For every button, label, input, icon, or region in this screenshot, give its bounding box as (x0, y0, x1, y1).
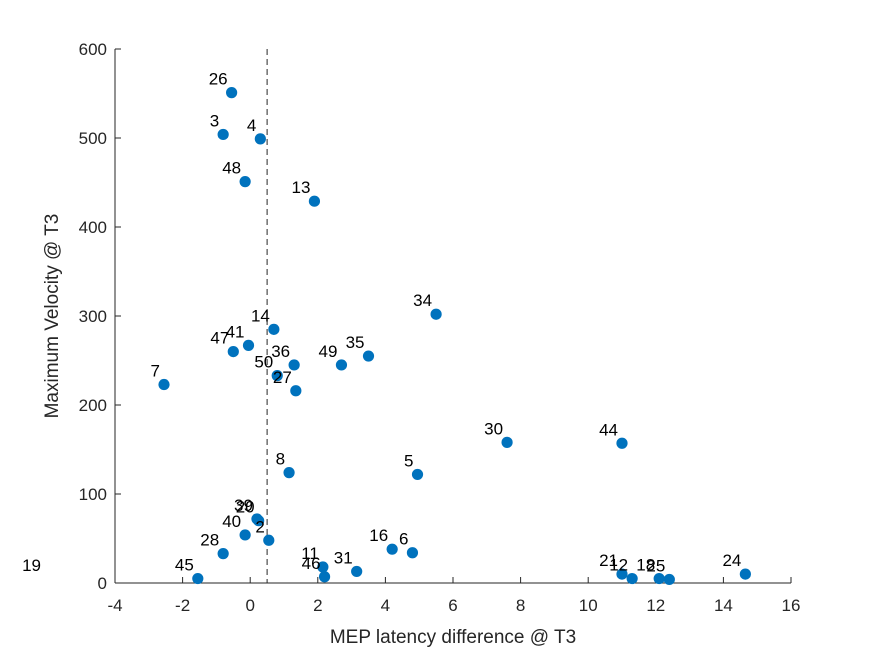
data-point (242, 339, 255, 351)
data-point (192, 572, 204, 585)
data-point (616, 437, 628, 449)
data-point-label: 47 (210, 329, 229, 348)
data-point (351, 565, 363, 578)
x-tick-label: 14 (714, 596, 733, 615)
data-point-label: 8 (276, 450, 285, 469)
data-point (386, 543, 398, 555)
y-axis-label: Maximum Velocity @ T3 (42, 214, 63, 419)
data-point-label: 28 (200, 531, 219, 550)
data-point-label: 30 (484, 419, 503, 438)
data-point (253, 515, 265, 527)
data-point (653, 572, 665, 585)
y-tick-label: 600 (79, 40, 107, 59)
data-point (227, 346, 239, 358)
y-tick-label: 300 (79, 307, 107, 326)
data-point (362, 350, 375, 362)
data-point-label: 31 (334, 548, 353, 567)
data-point (501, 436, 513, 448)
data-point (254, 133, 266, 145)
data-point (271, 370, 283, 382)
data-point (239, 529, 251, 541)
data-point (217, 548, 229, 560)
data-point-label: 11 (301, 544, 319, 563)
data-point-label: 46 (302, 554, 321, 573)
data-point (308, 195, 321, 207)
data-point (239, 176, 251, 188)
data-point-label: 18 (636, 556, 655, 575)
points-group (158, 87, 751, 586)
x-tick-label: 8 (516, 596, 525, 615)
y-tick-label: 500 (79, 129, 107, 148)
y-tick-label: 100 (79, 485, 107, 504)
data-point-label: 4 (247, 116, 256, 135)
x-tick-label: 0 (245, 596, 254, 615)
data-point (226, 87, 238, 99)
x-tick-label: -4 (107, 596, 122, 615)
data-point (217, 128, 229, 141)
data-point (158, 378, 170, 391)
y-tick-label: 400 (79, 218, 107, 237)
data-point-label: 2 (255, 517, 264, 536)
data-point (283, 467, 295, 479)
x-axis-label: MEP latency difference @ T3 (330, 627, 576, 648)
data-point-label: 20 (236, 498, 255, 517)
data-point-label: 49 (319, 342, 338, 361)
x-tick-label: 10 (579, 596, 598, 615)
data-point-label: 34 (413, 291, 432, 310)
data-point-label: 25 (646, 556, 665, 575)
x-tick-label: 4 (381, 596, 390, 615)
y-tick-label: 0 (98, 574, 107, 593)
x-tick-label: 2 (313, 596, 322, 615)
data-point-label: 13 (291, 178, 310, 197)
data-point-label: 44 (599, 420, 618, 439)
data-point-label: 36 (271, 342, 290, 361)
data-point-label: 35 (346, 333, 365, 352)
data-point-label: 39 (234, 496, 253, 515)
data-point (406, 547, 419, 559)
data-point (626, 572, 638, 585)
x-tick-label: 6 (448, 596, 457, 615)
data-point (317, 561, 329, 573)
x-tick-label: 12 (646, 596, 665, 615)
data-point (290, 385, 302, 397)
data-point (263, 534, 275, 546)
outside-point-label: 19 (22, 556, 41, 575)
data-point-label: 26 (209, 70, 228, 89)
data-point-label: 40 (222, 512, 241, 531)
data-point-label: 27 (273, 368, 292, 387)
data-point (318, 571, 331, 583)
data-point-label: 24 (722, 551, 741, 570)
data-point-label: 16 (369, 526, 388, 545)
data-point-label: 5 (404, 451, 413, 470)
data-point-label: 48 (222, 159, 241, 178)
data-point (430, 308, 442, 320)
data-point (616, 568, 628, 580)
y-tick-label: 200 (79, 396, 107, 415)
data-point-label: 6 (399, 530, 408, 549)
data-point-label: 7 (151, 362, 160, 381)
x-tick-label: 16 (782, 596, 801, 615)
data-point (663, 573, 675, 586)
data-point-label: 45 (175, 556, 194, 575)
data-point (335, 359, 348, 371)
data-point (739, 568, 751, 580)
data-point (411, 468, 424, 481)
data-point (268, 323, 280, 335)
data-point-label: 14 (251, 306, 270, 325)
data-point-label: 21 (599, 551, 618, 570)
data-point-label: 41 (226, 322, 245, 341)
data-point-label: 12 (609, 556, 628, 575)
x-tick-label: -2 (175, 596, 190, 615)
data-point (288, 359, 300, 371)
data-point-label: 3 (210, 111, 219, 130)
data-point-label: 50 (254, 353, 273, 372)
